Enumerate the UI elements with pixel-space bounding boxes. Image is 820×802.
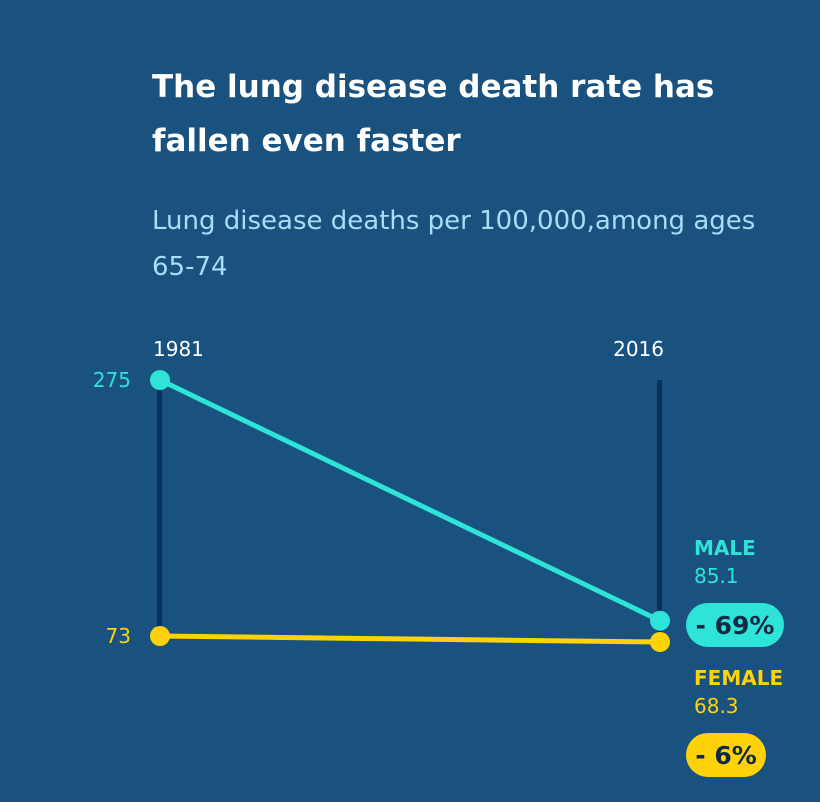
guide-line-1981 (157, 380, 162, 635)
female-series-line (159, 633, 661, 645)
chart-subtitle: Lung disease deaths per 100,000,among ag… (152, 206, 756, 282)
male-series-line (158, 377, 662, 623)
female-start-value-label: 73 (106, 624, 131, 648)
male-change-badge: - 69% (686, 603, 784, 647)
male-start-value-label: 275 (93, 368, 131, 392)
x-label-2016: 2016 (613, 337, 664, 361)
male-point-2016 (650, 610, 670, 631)
female-series-name: FEMALE (694, 666, 784, 690)
x-label-1981: 1981 (153, 337, 204, 361)
male-end-value-label: 85.1 (694, 564, 739, 588)
male-point-1981 (150, 370, 170, 390)
male-series-label: MALE 85.1 (694, 536, 756, 588)
female-series-label: FEMALE 68.3 (694, 666, 783, 718)
guide-line-2016 (657, 380, 662, 642)
female-end-value-label: 68.3 (694, 694, 739, 718)
female-point-1981 (150, 626, 170, 647)
male-series-name: MALE (694, 536, 756, 560)
female-point-2016 (650, 632, 670, 652)
chart-title: The lung disease death rate has fallen e… (152, 69, 715, 159)
female-change-badge: - 6% (686, 733, 766, 777)
